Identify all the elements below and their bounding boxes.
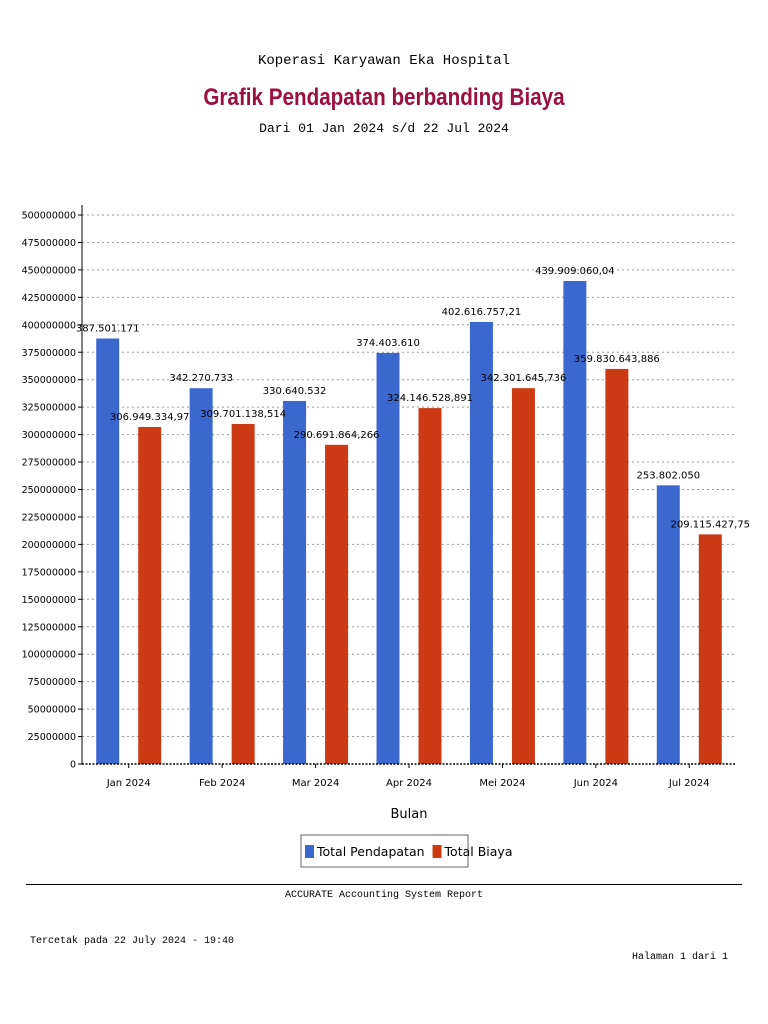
legend: Total Pendapatan Total Biaya bbox=[300, 834, 513, 868]
bar-value-label: 209.115.427,75 bbox=[671, 519, 751, 530]
x-tick-label: Feb 2024 bbox=[199, 778, 245, 789]
bar-value-label: 253.802.050 bbox=[636, 470, 700, 481]
report-period: Dari 01 Jan 2024 s/d 22 Jul 2024 bbox=[259, 121, 509, 136]
y-tick-label: 200000000 bbox=[22, 540, 76, 551]
bar-pendapatan bbox=[283, 400, 307, 764]
y-tick-label: 225000000 bbox=[22, 512, 76, 523]
bar-value-label: 342.270.733 bbox=[169, 373, 233, 384]
bar-biaya bbox=[511, 388, 535, 764]
bar-pendapatan bbox=[189, 388, 213, 764]
legend-swatch-pendapatan bbox=[305, 845, 314, 858]
bar-pendapatan bbox=[376, 352, 400, 764]
footer-brand: ACCURATE Accounting System Report bbox=[284, 890, 484, 901]
bars bbox=[96, 280, 722, 764]
x-tick-label: Jun 2024 bbox=[573, 778, 618, 789]
y-tick-label: 300000000 bbox=[22, 430, 76, 441]
x-tick-label: Apr 2024 bbox=[386, 778, 432, 789]
x-axis-ticks: Jan 2024 Feb 2024 Mar 2024 Apr 2024 Mei 2024… bbox=[106, 764, 710, 789]
y-tick-label: 25000000 bbox=[28, 732, 76, 743]
y-tick-label: 425000000 bbox=[22, 293, 76, 304]
y-tick-label: 500000000 bbox=[22, 211, 76, 222]
bar-value-label: 342.301.645,736 bbox=[480, 373, 566, 384]
y-tick-label: 0 bbox=[70, 760, 76, 771]
y-tick-label: 175000000 bbox=[22, 567, 76, 578]
bar-value-label: 306.949.334,97 bbox=[110, 412, 190, 423]
x-axis-title: Bulan bbox=[391, 807, 428, 822]
bar-chart: 0 25000000 50000000 75000000 100000000 125000… bbox=[22, 205, 750, 868]
y-tick-label: 75000000 bbox=[28, 677, 76, 688]
x-tick-label: Mei 2024 bbox=[479, 778, 525, 789]
bar-value-label: 402.616.757,21 bbox=[442, 307, 522, 318]
axes bbox=[81, 205, 736, 765]
bar-value-label: 290.691.864,266 bbox=[294, 430, 380, 441]
bar-value-label: 330.640.532 bbox=[263, 386, 327, 397]
y-tick-label: 275000000 bbox=[22, 458, 76, 469]
company-name: Koperasi Karyawan Eka Hospital bbox=[257, 53, 511, 69]
legend-label: Total Pendapatan bbox=[316, 844, 425, 859]
bar-biaya bbox=[418, 408, 442, 764]
bar-value-label: 387.501.171 bbox=[76, 324, 140, 335]
x-tick-label: Mar 2024 bbox=[292, 778, 340, 789]
bar-biaya bbox=[698, 534, 722, 764]
footer-divider bbox=[26, 884, 742, 885]
bar-value-label: 324.146.528,891 bbox=[387, 393, 473, 404]
data-labels: 387.501.171 306.949.334,97 342.270.733 309.… bbox=[76, 266, 750, 530]
bar-pendapatan bbox=[563, 280, 587, 764]
bar-value-label: 309.701.138,514 bbox=[200, 409, 286, 420]
y-tick-label: 150000000 bbox=[22, 595, 76, 606]
y-tick-label: 50000000 bbox=[28, 705, 76, 716]
bar-pendapatan bbox=[469, 321, 493, 764]
y-axis-ticks: 0 25000000 50000000 75000000 100000000 125000… bbox=[22, 211, 82, 771]
y-tick-label: 450000000 bbox=[22, 265, 76, 276]
y-tick-label: 325000000 bbox=[22, 403, 76, 414]
bar-biaya bbox=[138, 426, 162, 764]
bar-value-label: 374.403.610 bbox=[356, 338, 420, 349]
bar-value-label: 439.909.060,04 bbox=[535, 266, 615, 277]
y-tick-label: 100000000 bbox=[22, 650, 76, 661]
y-tick-label: 350000000 bbox=[22, 375, 76, 386]
printed-timestamp: Tercetak pada 22 July 2024 - 19:40 bbox=[30, 936, 235, 947]
y-tick-label: 400000000 bbox=[22, 320, 76, 331]
bar-biaya bbox=[325, 444, 349, 764]
report-title: Grafik Pendapatan berbanding Biaya bbox=[203, 84, 565, 111]
x-tick-label: Jan 2024 bbox=[106, 778, 151, 789]
bar-pendapatan bbox=[96, 338, 120, 764]
page-number: Halaman 1 dari 1 bbox=[631, 952, 728, 963]
legend-swatch-biaya bbox=[432, 845, 442, 858]
bar-biaya bbox=[605, 368, 629, 764]
x-tick-label: Jul 2024 bbox=[668, 778, 710, 789]
legend-label: Total Biaya bbox=[444, 844, 513, 859]
bar-value-label: 359.830.643,886 bbox=[574, 354, 660, 365]
y-tick-label: 250000000 bbox=[22, 485, 76, 496]
y-tick-label: 475000000 bbox=[22, 238, 76, 249]
bar-pendapatan bbox=[656, 485, 680, 764]
bar-biaya bbox=[231, 423, 255, 764]
y-tick-label: 375000000 bbox=[22, 348, 76, 359]
y-tick-label: 125000000 bbox=[22, 622, 76, 633]
